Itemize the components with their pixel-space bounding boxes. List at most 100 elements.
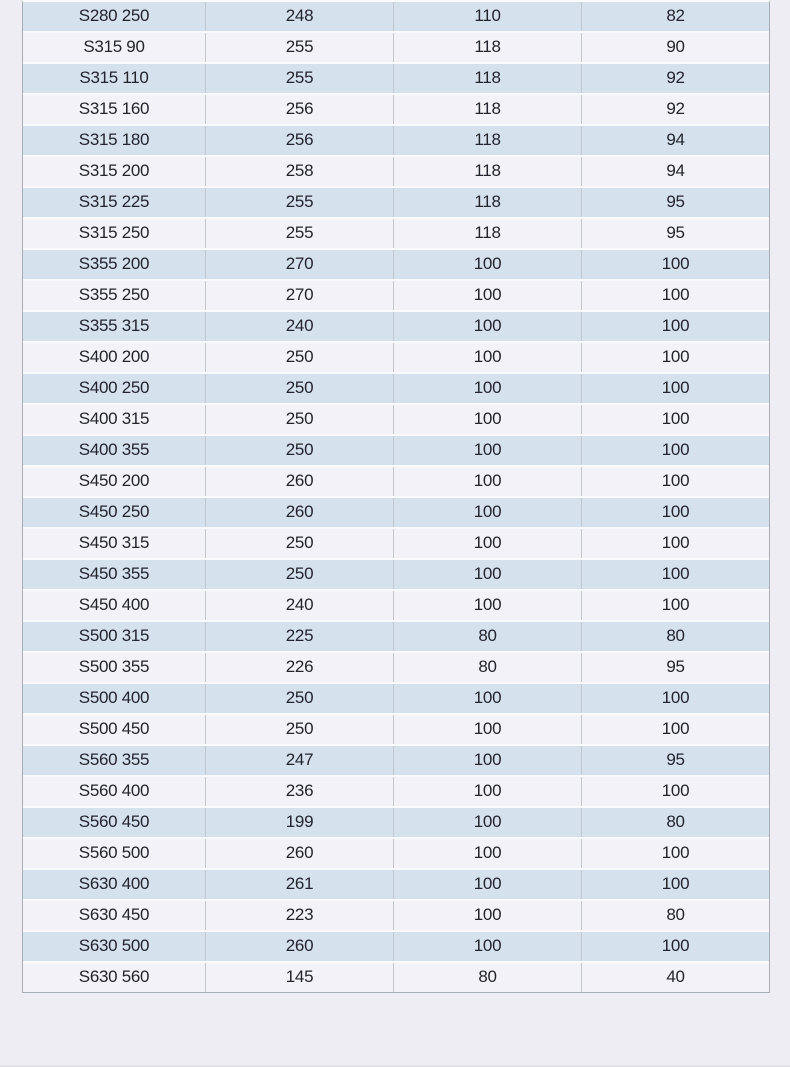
value-cell: 100 (393, 591, 581, 620)
model-cell: S500 355 (78, 657, 150, 676)
value-cell: 80 (393, 963, 581, 992)
value-cell: 95 (581, 219, 769, 248)
model-cell: S450 315 (78, 533, 150, 552)
table-row[interactable]: S560 450 199 100 80 (23, 808, 769, 839)
value-cell: 250 (205, 405, 393, 434)
table-row[interactable]: S450 200 260 100 100 (23, 467, 769, 498)
model-cell: S315 110 (79, 68, 149, 87)
model-cell: S400 200 (78, 347, 150, 366)
value-cell: 100 (393, 467, 581, 496)
model-cell: S355 200 (78, 254, 150, 273)
value-cell: 100 (581, 560, 769, 589)
value-cell: 100 (393, 901, 581, 930)
value-cell: 95 (581, 653, 769, 682)
value-cell: 100 (393, 808, 581, 837)
value-cell: 118 (393, 188, 581, 217)
table-row[interactable]: S500 315 225 80 80 (23, 622, 769, 653)
value-cell: 100 (581, 839, 769, 868)
model-cell: S355 315 (78, 316, 150, 335)
model-cell: S500 400 (78, 688, 150, 707)
value-cell: 250 (205, 529, 393, 558)
table-row[interactable]: S450 315 250 100 100 (23, 529, 769, 560)
table-row[interactable]: S315 90 255 118 90 (23, 33, 769, 64)
table-row[interactable]: S630 450 223 100 80 (23, 901, 769, 932)
value-cell: 100 (581, 250, 769, 279)
table-row[interactable]: S500 400 250 100 100 (23, 684, 769, 715)
table-row[interactable]: S315 250 255 118 95 (23, 219, 769, 250)
value-cell: 100 (393, 436, 581, 465)
value-cell: 270 (205, 281, 393, 310)
table-row[interactable]: S630 400 261 100 100 (23, 870, 769, 901)
value-cell: 225 (205, 622, 393, 651)
value-cell: 118 (393, 157, 581, 186)
value-cell: 40 (581, 963, 769, 992)
table-row[interactable]: S400 250 250 100 100 (23, 374, 769, 405)
model-cell: S450 250 (78, 502, 150, 521)
value-cell: 250 (205, 343, 393, 372)
value-cell: 100 (393, 529, 581, 558)
table-row[interactable]: S315 110 255 118 92 (23, 64, 769, 95)
table-row[interactable]: S315 160 256 118 92 (23, 95, 769, 126)
value-cell: 256 (205, 126, 393, 155)
value-cell: 247 (205, 746, 393, 775)
value-cell: 240 (205, 312, 393, 341)
value-cell: 100 (581, 498, 769, 527)
table-row[interactable]: S400 315 250 100 100 (23, 405, 769, 436)
value-cell: 100 (393, 746, 581, 775)
table-row[interactable]: S315 225 255 118 95 (23, 188, 769, 219)
value-cell: 240 (205, 591, 393, 620)
model-cell: S500 450 (78, 719, 150, 738)
value-cell: 255 (205, 219, 393, 248)
value-cell: 260 (205, 467, 393, 496)
table-row[interactable]: S355 200 270 100 100 (23, 250, 769, 281)
table-row[interactable]: S400 355 250 100 100 (23, 436, 769, 467)
value-cell: 100 (581, 405, 769, 434)
table-row[interactable]: S630 500 260 100 100 (23, 932, 769, 963)
model-cell: S630 400 (78, 874, 150, 893)
table-row[interactable]: S560 500 260 100 100 (23, 839, 769, 870)
table-row[interactable]: S315 200 258 118 94 (23, 157, 769, 188)
value-cell: 80 (581, 622, 769, 651)
value-cell: 82 (581, 2, 769, 31)
model-cell: S450 355 (78, 564, 150, 583)
table-row[interactable]: S355 315 240 100 100 (23, 312, 769, 343)
value-cell: 260 (205, 839, 393, 868)
value-cell: 100 (581, 777, 769, 806)
model-cell: S560 355 (78, 750, 150, 769)
value-cell: 100 (581, 529, 769, 558)
table-row[interactable]: S500 450 250 100 100 (23, 715, 769, 746)
value-cell: 248 (205, 2, 393, 31)
table-row[interactable]: S630 560 145 80 40 (23, 963, 769, 992)
value-cell: 260 (205, 498, 393, 527)
model-cell: S400 315 (78, 409, 150, 428)
model-cell: S355 250 (78, 285, 150, 304)
model-cell: S630 560 (78, 967, 150, 986)
table-row[interactable]: S450 400 240 100 100 (23, 591, 769, 622)
table-row[interactable]: S560 400 236 100 100 (23, 777, 769, 808)
value-cell: 92 (581, 95, 769, 124)
value-cell: 270 (205, 250, 393, 279)
model-cell: S400 355 (78, 440, 150, 459)
table-row[interactable]: S315 180 256 118 94 (23, 126, 769, 157)
value-cell: 90 (581, 33, 769, 62)
table-row[interactable]: S500 355 226 80 95 (23, 653, 769, 684)
value-cell: 100 (581, 715, 769, 744)
value-cell: 118 (393, 64, 581, 93)
value-cell: 92 (581, 64, 769, 93)
value-cell: 250 (205, 374, 393, 403)
table-row[interactable]: S355 250 270 100 100 (23, 281, 769, 312)
table-row[interactable]: S400 200 250 100 100 (23, 343, 769, 374)
model-cell: S560 450 (78, 812, 150, 831)
table-row[interactable]: S450 250 260 100 100 (23, 498, 769, 529)
model-cell: S315 90 (83, 37, 145, 56)
table-row[interactable]: S560 355 247 100 95 (23, 746, 769, 777)
value-cell: 100 (393, 839, 581, 868)
value-cell: 100 (393, 870, 581, 899)
table-row[interactable]: S450 355 250 100 100 (23, 560, 769, 591)
table-row[interactable]: S280 250 248 110 82 (23, 2, 769, 33)
data-table: S280 250 248 110 82 S315 90 255 118 90 S… (22, 0, 770, 993)
value-cell: 80 (581, 901, 769, 930)
value-cell: 100 (581, 591, 769, 620)
value-cell: 100 (581, 932, 769, 961)
value-cell: 100 (581, 312, 769, 341)
